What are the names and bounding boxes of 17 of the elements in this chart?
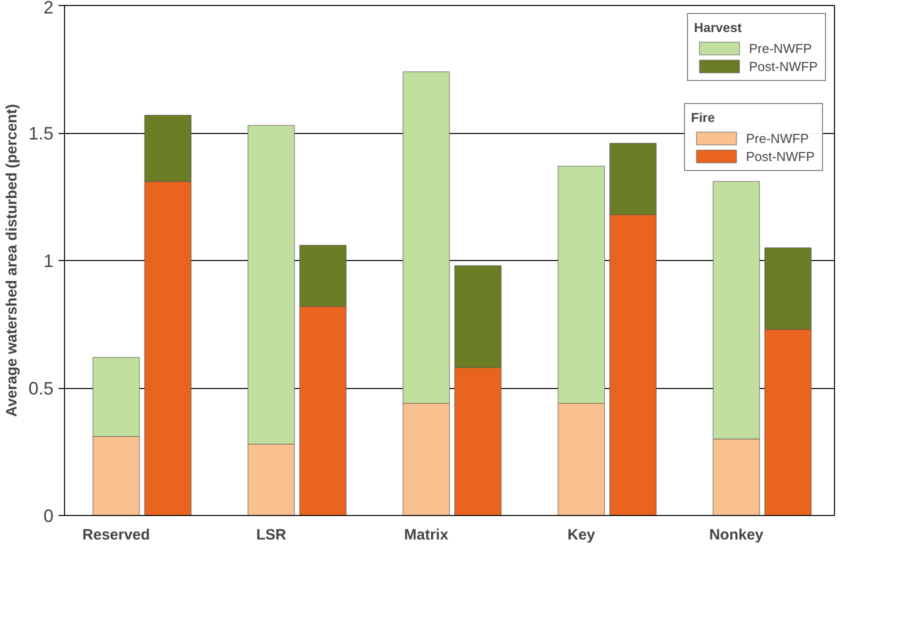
y-tick-label: 1.5 — [28, 124, 54, 144]
legend-label: Pre-NWFP — [749, 40, 813, 56]
annotation: Fire — [691, 110, 716, 125]
y-axis-title: Average watershed area disturbed (percent) — [3, 104, 20, 417]
x-tick-label: Key — [568, 526, 596, 544]
x-tick-label: Reserved — [82, 526, 150, 544]
y-tick-label: 0.5 — [28, 378, 54, 398]
x-tick-label: Nonkey — [709, 526, 764, 544]
legend-label: Post-NWFP — [746, 148, 816, 164]
y-tick-label: 1 — [43, 251, 54, 271]
y-tick-label: 0 — [43, 506, 54, 526]
x-tick-label: Matrix — [404, 526, 449, 544]
y-tick-label: 2 — [43, 0, 54, 18]
legend-label: Pre-NWFP — [746, 130, 810, 146]
x-tick-label: LSR — [256, 526, 286, 544]
annotation: Harvest — [694, 20, 743, 35]
legend-label: Post-NWFP — [749, 58, 819, 74]
